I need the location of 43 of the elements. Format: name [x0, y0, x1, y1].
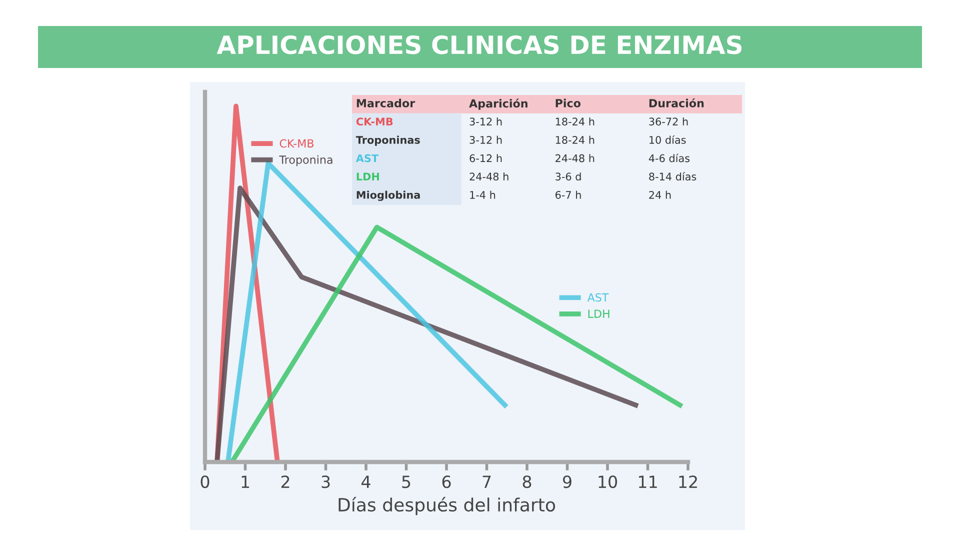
text: 18-24 h — [556, 136, 594, 144]
x-tick-label: 10 — [598, 475, 617, 488]
text: 10 días — [650, 135, 686, 144]
text: 4-6 días — [648, 154, 690, 162]
text: 3-6 d — [556, 172, 581, 181]
text: 8-14 días — [649, 172, 696, 181]
x-tick-label: 2 — [281, 475, 290, 488]
text: 6-7 h — [556, 190, 581, 199]
x-tick-label: 11 — [638, 476, 657, 488]
x-tick-label: 8 — [522, 475, 532, 488]
x-tick-label: 6 — [442, 475, 451, 488]
legend-label: CK-MB — [280, 139, 314, 148]
legend-label: LDH — [588, 310, 610, 318]
text: 1-4 h — [470, 190, 496, 199]
text: 24-48 h — [470, 172, 508, 181]
legend-label: Troponina — [279, 155, 332, 166]
x-tick-label: 5 — [402, 476, 410, 488]
x-axis-title: Días después del infarto — [338, 496, 556, 516]
x-tick-label: 1 — [242, 476, 250, 488]
text: 3-12 h — [470, 136, 502, 144]
category-label: Duración — [649, 98, 704, 108]
text: 18-24 h — [556, 117, 594, 126]
x-tick-label: 9 — [562, 475, 572, 488]
text: Mioglobina — [356, 190, 420, 201]
text: Troponinas — [356, 136, 420, 146]
legend-label: AST — [587, 293, 609, 302]
text: 3-12 h — [470, 117, 502, 126]
text: 24-48 h — [556, 154, 594, 162]
text: LDH — [356, 172, 379, 180]
chart-title: APLICACIONES CLINICAS DE ENZIMAS — [216, 35, 742, 54]
text: 24 h — [649, 190, 671, 199]
text: AST — [356, 154, 379, 162]
text: CK-MB — [356, 118, 393, 126]
x-tick-label: 4 — [362, 476, 370, 488]
x-tick-label: 3 — [322, 475, 330, 488]
x-tick-label: 12 — [679, 475, 697, 488]
category-label: Pico — [556, 98, 580, 108]
text: 36-72 h — [649, 117, 688, 126]
x-tick-label: 7 — [482, 476, 491, 488]
text: 6-12 h — [470, 154, 502, 162]
category-label: Marcador — [356, 98, 416, 108]
x-tick-label: 0 — [200, 475, 210, 488]
category-label: Aparición — [469, 98, 528, 110]
